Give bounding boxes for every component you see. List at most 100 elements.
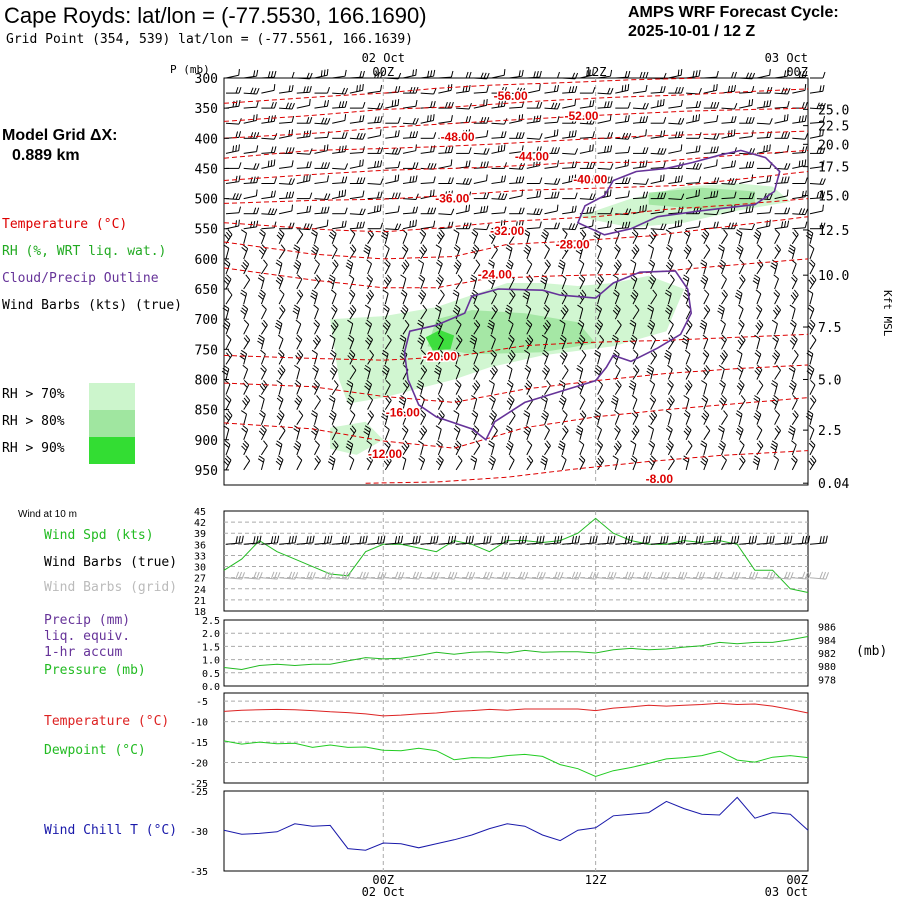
wind-barb-feather (786, 69, 790, 77)
pressure-tick-label: 450 (195, 162, 218, 177)
wind-barb-feather (716, 177, 720, 184)
wind-barb-shaft (686, 182, 700, 184)
wind-barb (792, 84, 807, 94)
wind-barb-shaft (739, 166, 753, 169)
wind-barb-feather (394, 192, 398, 199)
legend-rh70-label: RH > 70% (2, 387, 65, 402)
wind-barb-shaft (420, 233, 427, 245)
wind-barb-feather (571, 223, 576, 230)
legend-wind-speed: Wind Spd (kts) (44, 528, 154, 543)
wind-barb-shaft (509, 120, 523, 124)
pressure-axis-unit: (mb) (856, 644, 888, 659)
y-tick-label: -30 (190, 827, 208, 838)
wind-barb-shaft (632, 197, 647, 200)
wind-barb-feather (356, 221, 359, 229)
barb-feather (819, 571, 824, 579)
wind-barb-feather (716, 190, 719, 197)
wind-barb-shaft (332, 106, 346, 109)
wind-barb (349, 84, 364, 94)
wind-barb-feather (291, 71, 295, 79)
wind-barb-shaft (685, 120, 699, 124)
model-grid-label: Model Grid ΔX: (2, 127, 118, 144)
wind-barb-shaft (367, 135, 381, 139)
wind-barb-feather (822, 204, 824, 212)
wind-barb-feather (324, 117, 328, 125)
wind-barb (509, 163, 526, 170)
wind-barb-feather (745, 117, 749, 124)
wind-barb-feather (367, 231, 373, 238)
wind-barb-shaft (261, 89, 275, 94)
wind-barb (367, 116, 383, 124)
wind-barb (332, 207, 348, 215)
wind-barb-shaft (332, 167, 346, 170)
wind-barb (809, 102, 826, 110)
wind-barb-feather (816, 147, 820, 154)
wind-barb-shaft (579, 150, 593, 154)
wind-barb-feather (609, 220, 613, 227)
wind-barb (296, 99, 311, 109)
y-tick-label: 27 (194, 574, 206, 585)
wind-barb-feather (486, 148, 490, 155)
wind-barb-shaft (650, 104, 664, 109)
wind-barb (438, 159, 453, 169)
wind-barb-feather (642, 191, 646, 199)
wind-barb-feather (362, 221, 365, 228)
wind-barb-feather (369, 229, 374, 235)
wind-barb-feather (338, 190, 341, 198)
pressure-tick-label: 650 (195, 283, 218, 298)
wind-barb-shaft (243, 195, 257, 200)
wind-barb-shaft (225, 122, 240, 125)
wind-barb-feather (306, 175, 308, 182)
wind-barb-feather (377, 71, 381, 79)
wind-barb-shaft (544, 121, 558, 124)
wind-barb-feather (433, 69, 436, 77)
wind-barb-shaft (261, 165, 275, 169)
wind-barb-feather (822, 222, 826, 229)
wind-barb-feather (253, 87, 257, 94)
wind-barb-feather (433, 176, 436, 183)
wind-barb-feather (692, 115, 695, 122)
wind-barb-shaft (774, 92, 788, 95)
wind-barb-feather (450, 208, 455, 215)
wind-barb-feather (341, 145, 344, 153)
wind-barb-feather (298, 229, 304, 235)
pressure-tick-label: 900 (195, 434, 218, 449)
wind-barb-feather (267, 208, 272, 215)
wind-barb-feather (253, 207, 257, 214)
wind-barb-shaft (402, 105, 416, 109)
wind-barb-feather (639, 205, 642, 213)
wind-barb-feather (504, 86, 507, 94)
wind-barb (438, 132, 455, 140)
wind-barb-shaft (544, 107, 558, 110)
wind-barb-feather (624, 115, 627, 122)
wind-barb-feather (309, 223, 313, 230)
wind-barb-shaft (544, 183, 558, 185)
wind-barb-shaft (526, 213, 540, 216)
wind-barb-feather (273, 84, 276, 91)
wind-barb-feather (539, 101, 543, 109)
wind-barb-feather (235, 144, 237, 152)
wind-barb-shaft (314, 212, 328, 215)
wind-barb-feather (362, 190, 365, 197)
wind-barb-feather (621, 177, 625, 184)
wind-barb-shaft (438, 89, 452, 94)
wind-barb-shaft (562, 77, 576, 80)
wind-barb-shaft (332, 226, 346, 230)
wind-barb-feather (657, 147, 661, 155)
wind-barb-shaft (243, 167, 257, 170)
panel-frame (223, 790, 809, 872)
wind-barb (721, 102, 738, 110)
wind-barb-feather (238, 175, 241, 182)
wind-barb (243, 100, 259, 109)
wind-barb-shaft (261, 227, 275, 230)
wind-barb-feather (226, 231, 231, 238)
wind-barb-feather (291, 102, 295, 110)
wind-barb-feather (394, 175, 397, 182)
y-tick-label: 39 (194, 529, 206, 540)
wind-barb-feather (483, 148, 487, 155)
wind-barb (367, 222, 384, 230)
wind-barb-shaft (473, 228, 487, 231)
wind-barb-feather (804, 146, 808, 153)
wind-barb-feather (306, 117, 310, 124)
